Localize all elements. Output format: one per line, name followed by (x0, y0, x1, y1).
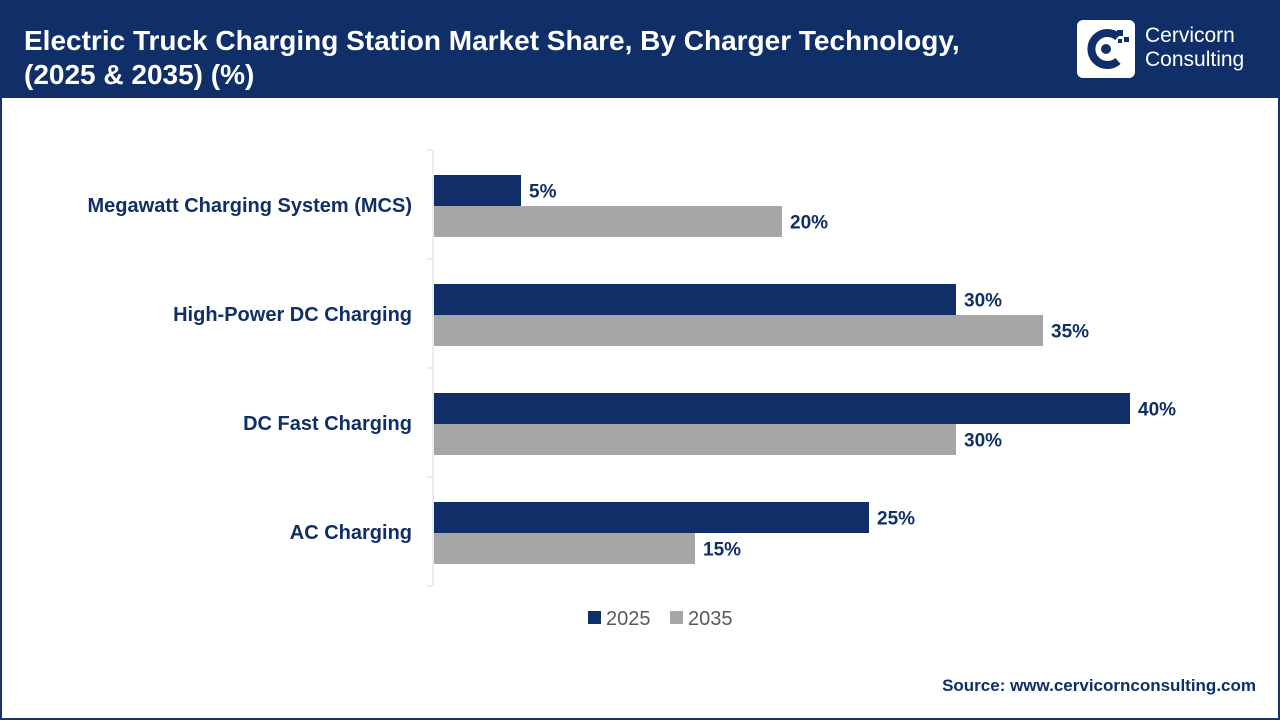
cervicorn-c-logo-icon (1077, 20, 1135, 78)
data-label: 40% (1138, 400, 1176, 421)
data-label: 30% (964, 431, 1002, 452)
data-label: 25% (877, 509, 915, 530)
category-label: AC Charging (290, 522, 412, 544)
source-note: Source: www.cervicornconsulting.com (942, 676, 1256, 695)
chart-title-line-1: Electric Truck Charging Station Market S… (24, 25, 960, 56)
legend-swatch-2035 (670, 611, 683, 624)
legend-swatch-2025 (588, 611, 601, 624)
category-label: High-Power DC Charging (173, 304, 412, 326)
data-label: 5% (529, 182, 557, 203)
legend-label: 2025 (606, 608, 651, 630)
chart-title-line-2: (2025 & 2035) (%) (24, 59, 255, 90)
bar-2025 (434, 284, 956, 315)
brand-name-line-1: Cervicorn (1145, 24, 1235, 47)
legend-label: 2035 (688, 608, 733, 630)
bar-2025 (434, 393, 1130, 424)
chart-title: Electric Truck Charging Station Market S… (24, 24, 1044, 92)
header-banner: Electric Truck Charging Station Market S… (0, 0, 1280, 98)
brand-name-line-2: Consulting (1145, 48, 1245, 71)
data-label: 30% (964, 291, 1002, 312)
bar-2035 (434, 206, 782, 237)
category-label: DC Fast Charging (243, 413, 412, 435)
brand-name: Cervicorn Consulting (1145, 24, 1244, 72)
bar-chart: Megawatt Charging System (MCS) 5% 20% High-… (88, 149, 1176, 630)
bar-2025 (434, 502, 869, 533)
category-label: Megawatt Charging System (MCS) (88, 195, 412, 217)
data-label: 15% (703, 540, 741, 561)
bar-2035 (434, 424, 956, 455)
bar-2035 (434, 533, 695, 564)
bar-2025 (434, 175, 521, 206)
data-label: 35% (1051, 322, 1089, 343)
bar-2035 (434, 315, 1043, 346)
data-label: 20% (790, 213, 828, 234)
